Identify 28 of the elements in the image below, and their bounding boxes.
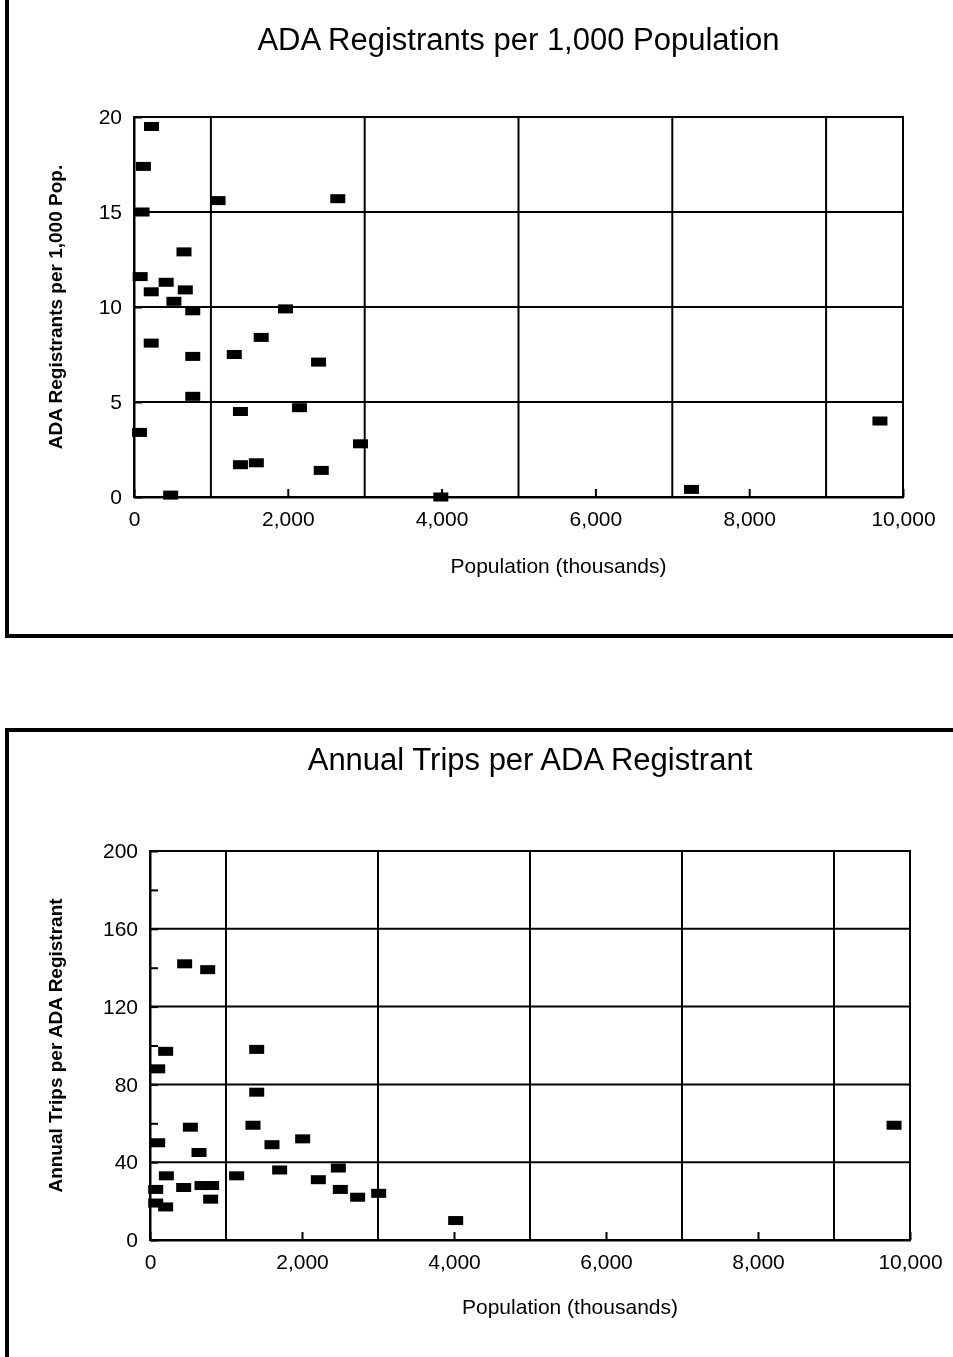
- x-tick-label: 2,000: [276, 1249, 329, 1273]
- x-axis-title: Population (thousands): [450, 554, 667, 577]
- y-tick-label: 15: [98, 200, 122, 224]
- chart-title: Annual Trips per ADA Registrant: [307, 742, 753, 777]
- x-tick-label: 8,000: [732, 1249, 785, 1273]
- y-tick-label: 20: [98, 105, 122, 129]
- y-axis-title: ADA Registrants per 1,000 Pop.: [45, 164, 66, 450]
- x-tick-label: 0: [144, 1249, 157, 1273]
- x-tick-label: 4,000: [415, 506, 469, 530]
- chart-title: ADA Registrants per 1,000 Population: [257, 22, 780, 57]
- y-axis-title: Annual Trips per ADA Registrant: [45, 897, 66, 1193]
- y-tick-label: 80: [114, 1072, 138, 1096]
- x-tick-label: 8,000: [723, 506, 776, 530]
- y-tick-label: 5: [110, 390, 122, 414]
- y-tick-label: 120: [102, 994, 138, 1018]
- y-tick-label: 0: [126, 1228, 138, 1252]
- y-tick-label: 40: [114, 1150, 138, 1174]
- x-tick-label: 10,000: [878, 1249, 943, 1273]
- x-tick-label: 2,000: [262, 506, 315, 530]
- y-tick-label: 200: [102, 839, 138, 863]
- y-tick-label: 0: [110, 485, 122, 509]
- x-tick-label: 6,000: [569, 506, 623, 530]
- y-tick-label: 160: [102, 917, 138, 941]
- x-tick-label: 10,000: [871, 506, 936, 530]
- x-tick-label: 4,000: [428, 1249, 481, 1273]
- x-tick-label: 6,000: [580, 1249, 633, 1273]
- x-axis-title: Population (thousands): [462, 1295, 678, 1318]
- y-tick-label: 10: [98, 295, 122, 319]
